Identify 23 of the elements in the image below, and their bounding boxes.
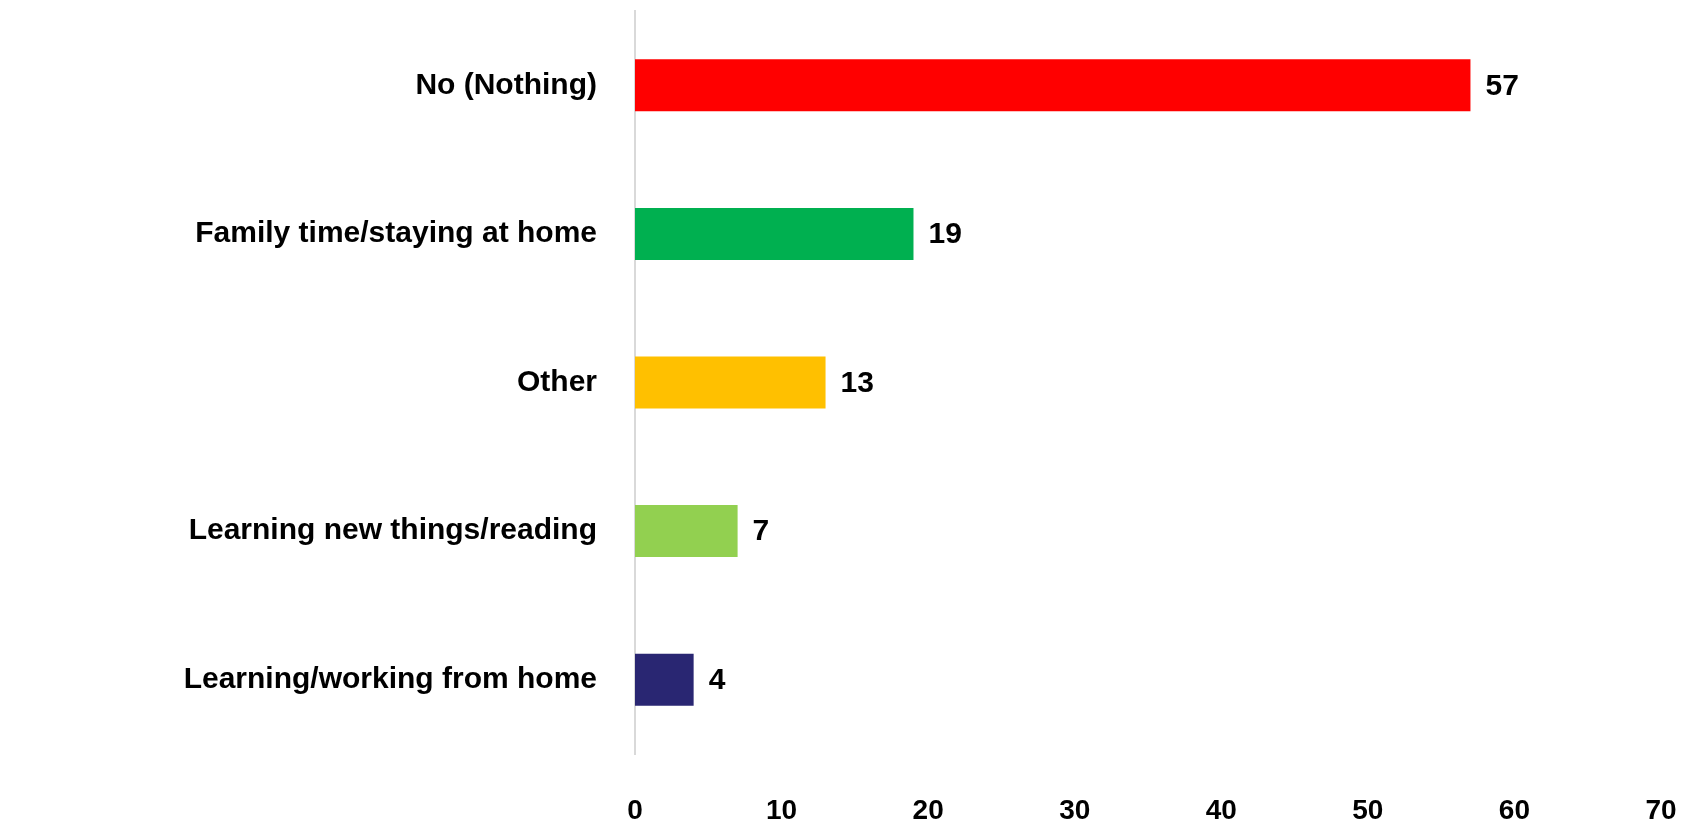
y-tick-label: No (Nothing) (415, 66, 597, 100)
bar (635, 505, 738, 558)
bar (635, 59, 1471, 112)
x-tick-label: 50 (1352, 793, 1384, 823)
x-tick-label: 20 (912, 793, 944, 823)
data-label: 13 (840, 364, 874, 398)
data-label: 4 (708, 661, 726, 695)
y-tick-label: Family time/staying at home (195, 215, 597, 249)
y-tick-label: Learning/working from home (183, 660, 597, 694)
bar (635, 653, 694, 706)
x-tick-label: 30 (1059, 793, 1091, 823)
data-label: 19 (928, 216, 962, 250)
data-label: 7 (752, 513, 770, 547)
x-tick-label: 60 (1498, 793, 1531, 823)
bar (635, 207, 914, 260)
bar (635, 356, 826, 409)
x-tick-label: 70 (1645, 793, 1677, 823)
x-tick-label: 40 (1205, 793, 1237, 823)
y-tick-label: Learning new things/reading (188, 512, 597, 546)
x-tick-label: 0 (627, 793, 643, 823)
data-label: 57 (1485, 67, 1519, 101)
x-tick-label: 10 (765, 793, 798, 823)
y-tick-label: Other (516, 363, 598, 397)
